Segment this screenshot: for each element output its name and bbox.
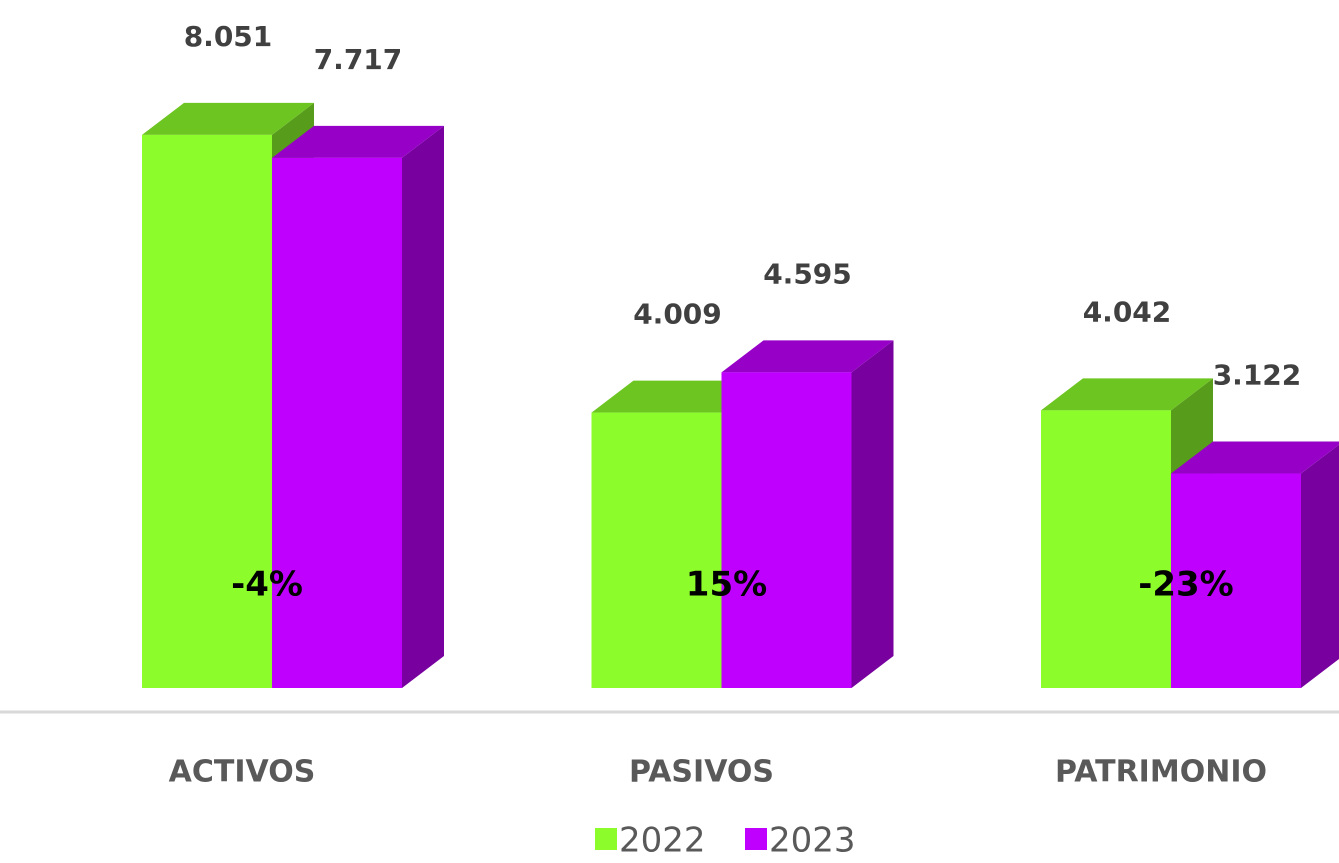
value-label: 8.051 bbox=[184, 20, 273, 53]
bar bbox=[272, 157, 402, 688]
bar-top bbox=[142, 102, 314, 135]
value-label: 4.042 bbox=[1083, 295, 1172, 328]
legend-label: 2022 bbox=[619, 821, 706, 861]
bar-top bbox=[272, 125, 444, 158]
value-label: 4.009 bbox=[633, 298, 722, 331]
bar-side bbox=[1301, 444, 1339, 688]
legend-swatch bbox=[745, 828, 767, 850]
annotation: -23% bbox=[1138, 565, 1234, 605]
value-label: 3.122 bbox=[1213, 359, 1302, 392]
legend-swatch bbox=[595, 828, 617, 850]
x-tick-label: ACTIVOS bbox=[169, 755, 316, 790]
value-label: 4.595 bbox=[763, 257, 852, 290]
bar bbox=[1041, 410, 1171, 688]
bar-side bbox=[851, 340, 894, 688]
bar-top bbox=[1041, 378, 1213, 411]
x-tick-label: PASIVOS bbox=[629, 755, 774, 790]
bar-top bbox=[1171, 441, 1339, 474]
value-label: 7.717 bbox=[314, 43, 403, 76]
legend-label: 2023 bbox=[769, 821, 856, 861]
bar-top bbox=[591, 380, 764, 413]
bar bbox=[1171, 473, 1301, 688]
x-tick-label: PATRIMONIO bbox=[1055, 755, 1267, 790]
annotation: -4% bbox=[231, 565, 303, 605]
bar bbox=[142, 134, 272, 688]
annotation: 15% bbox=[686, 565, 767, 605]
bar-top bbox=[721, 340, 894, 373]
bar bbox=[591, 412, 722, 688]
bar bbox=[721, 372, 852, 688]
bar-side bbox=[402, 125, 444, 688]
